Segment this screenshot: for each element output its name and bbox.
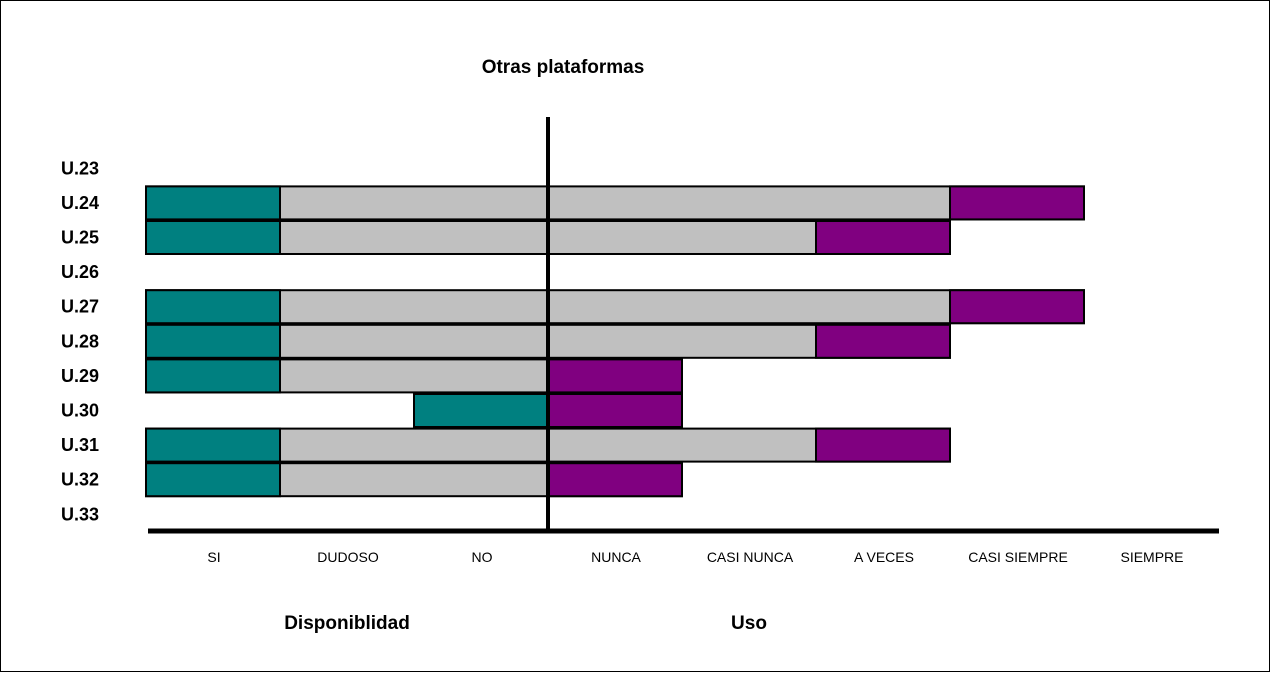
usage-marker bbox=[547, 462, 683, 498]
bars-layer bbox=[145, 185, 1085, 498]
availability-marker bbox=[413, 393, 549, 428]
x-tick-label: NUNCA bbox=[591, 549, 641, 565]
category-label: U.30 bbox=[61, 401, 99, 421]
chart-title: Otras plataformas bbox=[482, 57, 645, 78]
availability-marker bbox=[145, 185, 281, 221]
x-tick-label: CASI SIEMPRE bbox=[968, 549, 1068, 565]
x-tick-label: CASI NUNCA bbox=[707, 549, 794, 565]
x-tick-labels: SI DUDOSO NO NUNCA CASI NUNCA A VECES CASI SIE… bbox=[207, 549, 1183, 565]
category-label: U.31 bbox=[61, 435, 99, 455]
usage-marker bbox=[815, 323, 951, 359]
category-label: U.28 bbox=[61, 331, 99, 351]
x-tick-label: SIEMPRE bbox=[1120, 549, 1183, 565]
group-label-disponibilidad: Disponiblidad bbox=[284, 613, 410, 634]
availability-marker bbox=[145, 427, 281, 463]
category-label: U.23 bbox=[61, 158, 99, 178]
availability-marker bbox=[145, 220, 281, 255]
availability-marker bbox=[145, 323, 281, 359]
usage-marker bbox=[949, 185, 1085, 221]
group-label-uso: Uso bbox=[731, 613, 767, 634]
category-label: U.24 bbox=[61, 193, 99, 213]
usage-marker bbox=[815, 220, 951, 255]
category-label: U.32 bbox=[61, 470, 99, 490]
category-label: U.29 bbox=[61, 366, 99, 386]
usage-marker bbox=[949, 289, 1085, 325]
availability-marker bbox=[145, 358, 281, 394]
category-labels: U.23 U.24 U.25 U.26 U.27 U.28 U.29 U.30 U.31 U.32… bbox=[61, 158, 99, 524]
availability-marker bbox=[145, 462, 281, 498]
category-label: U.27 bbox=[61, 297, 99, 317]
usage-marker bbox=[815, 427, 951, 463]
x-tick-label: SI bbox=[207, 549, 220, 565]
usage-marker bbox=[547, 358, 683, 394]
availability-marker bbox=[145, 289, 281, 325]
x-tick-label: A VECES bbox=[854, 549, 914, 565]
usage-marker bbox=[547, 393, 683, 428]
x-tick-label: NO bbox=[472, 549, 493, 565]
x-tick-label: DUDOSO bbox=[317, 549, 379, 565]
category-label: U.33 bbox=[61, 504, 99, 524]
category-label: U.25 bbox=[61, 228, 99, 248]
category-label: U.26 bbox=[61, 262, 99, 282]
